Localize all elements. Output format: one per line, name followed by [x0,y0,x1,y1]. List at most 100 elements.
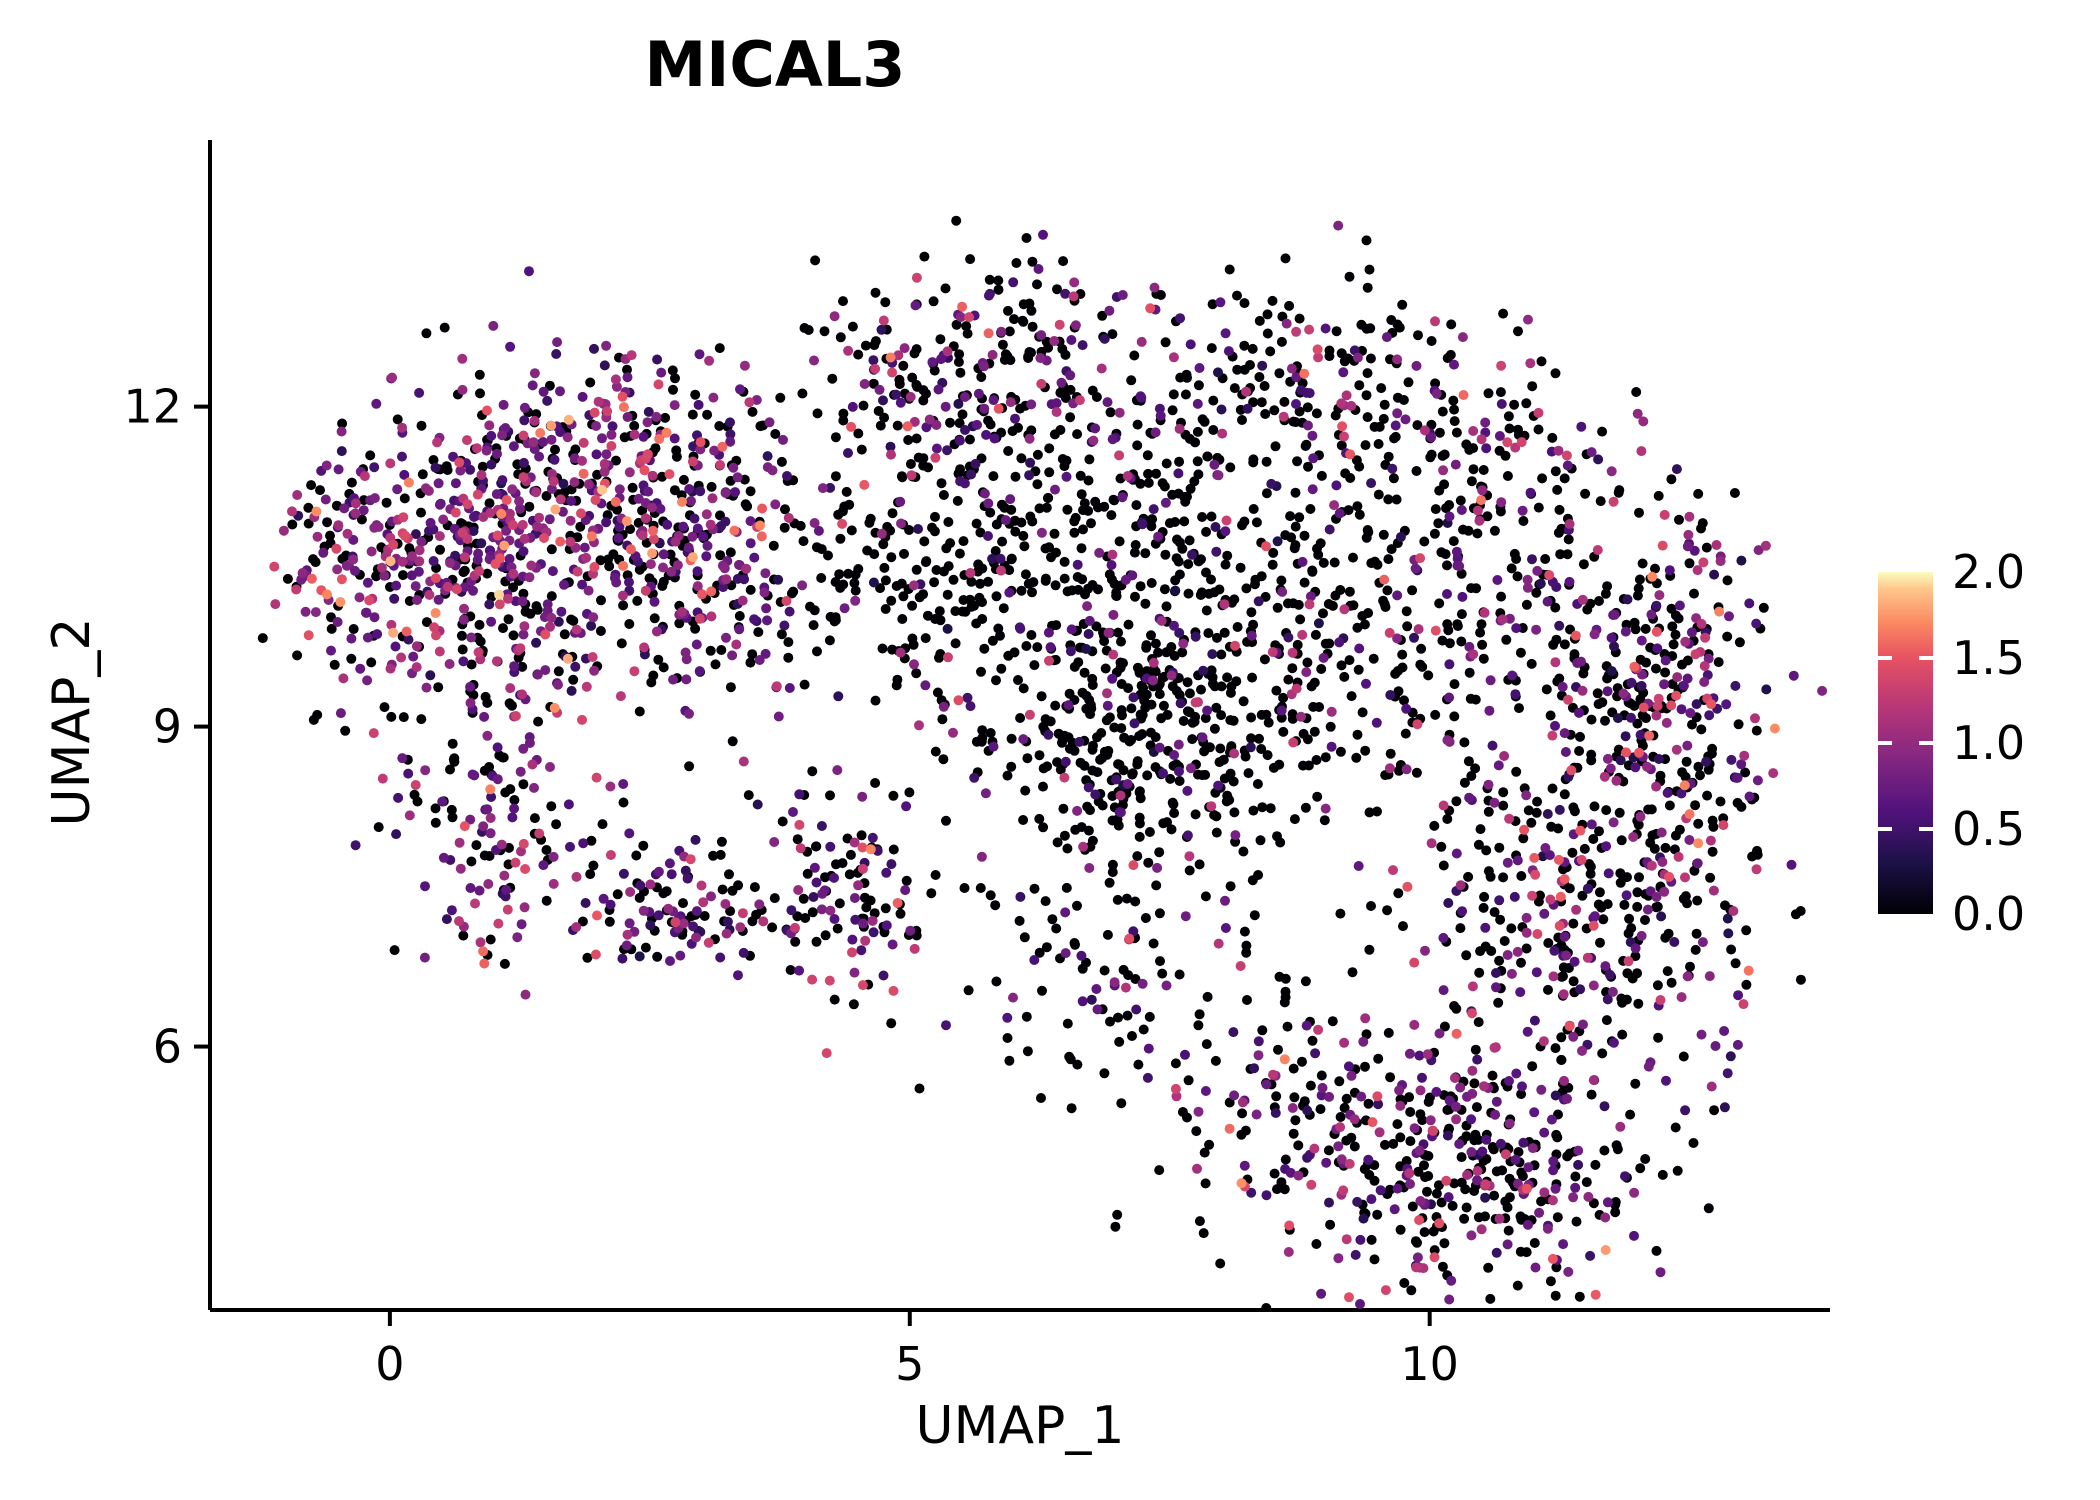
data-point [715,460,726,470]
data-point [1512,946,1523,957]
data-point [658,662,669,673]
data-point [1224,264,1235,275]
data-point [1677,767,1688,778]
data-point [1733,990,1744,1001]
data-point [1486,946,1497,956]
data-point [975,883,986,893]
data-point [942,589,953,600]
data-point [879,412,890,423]
data-point [1517,505,1528,516]
data-point [466,856,477,867]
data-point [1476,619,1487,630]
data-point [1216,649,1227,660]
data-point [1512,855,1523,866]
data-point [741,563,752,574]
data-point [1449,1073,1460,1083]
data-point [496,508,507,519]
data-point [1105,407,1116,418]
data-point [433,478,444,489]
data-point [1282,1021,1293,1032]
data-point [972,419,982,430]
data-point [1692,858,1703,869]
data-point [975,527,986,538]
data-point [1034,750,1045,761]
data-point [1051,398,1062,409]
data-point [1246,712,1257,723]
data-point [833,691,844,702]
data-point [1276,336,1287,347]
data-point [1021,233,1032,243]
data-point [1291,399,1301,409]
data-point [1160,549,1171,560]
data-point [690,834,701,845]
data-point [1683,529,1694,540]
data-point [1817,685,1828,696]
data-point [1154,689,1165,700]
data-point [657,581,668,591]
data-point [1248,504,1259,514]
data-point [475,388,485,399]
data-point [1341,1093,1352,1104]
data-point [1480,417,1491,428]
data-point [1556,1054,1567,1065]
data-point [1429,820,1440,831]
data-point [1198,1228,1209,1239]
data-point [1390,668,1401,679]
data-point [783,637,794,648]
data-point [1041,502,1052,513]
data-point [577,455,587,466]
data-point [486,459,497,470]
data-point [660,412,671,423]
data-point [1232,290,1242,301]
data-point [1582,952,1593,963]
data-point [725,547,736,558]
data-point [1478,653,1489,664]
data-point [599,458,610,469]
data-point [835,332,846,343]
data-point [1102,688,1112,699]
data-point [1529,1238,1540,1248]
data-point [1000,515,1011,526]
data-point [705,519,716,530]
x-axis-label: UMAP_1 [915,1396,1125,1456]
data-point [1339,671,1350,682]
data-point [1589,629,1600,640]
data-point [1527,1143,1538,1154]
data-point [1324,524,1335,535]
data-point [1758,602,1769,613]
data-point [1585,1250,1596,1261]
data-point [449,756,460,767]
data-point [421,617,432,628]
data-point [605,850,616,860]
data-point [610,496,621,507]
data-point [1029,955,1040,965]
data-point [571,922,582,933]
data-point [1072,805,1083,816]
data-point [1156,713,1167,724]
data-point [1573,1159,1584,1170]
data-point [798,893,809,904]
data-point [1529,852,1540,863]
data-point [913,524,923,534]
data-point [1141,640,1152,651]
data-point [1483,806,1494,817]
data-point [1374,1127,1385,1138]
data-point [1715,796,1726,807]
data-point [834,898,845,909]
data-point [878,395,888,406]
data-point [1261,1079,1272,1090]
data-point [938,754,949,765]
data-point [734,624,745,635]
data-point [1496,360,1507,371]
data-point [1253,1036,1264,1047]
data-point [1693,761,1704,772]
data-point [1438,465,1449,476]
data-point [688,921,699,932]
data-point [888,844,899,855]
data-point [1336,1154,1347,1165]
data-point [1118,765,1129,776]
data-point [622,929,633,940]
data-point [1184,851,1195,862]
data-point [1476,1224,1487,1235]
data-point [932,687,943,698]
